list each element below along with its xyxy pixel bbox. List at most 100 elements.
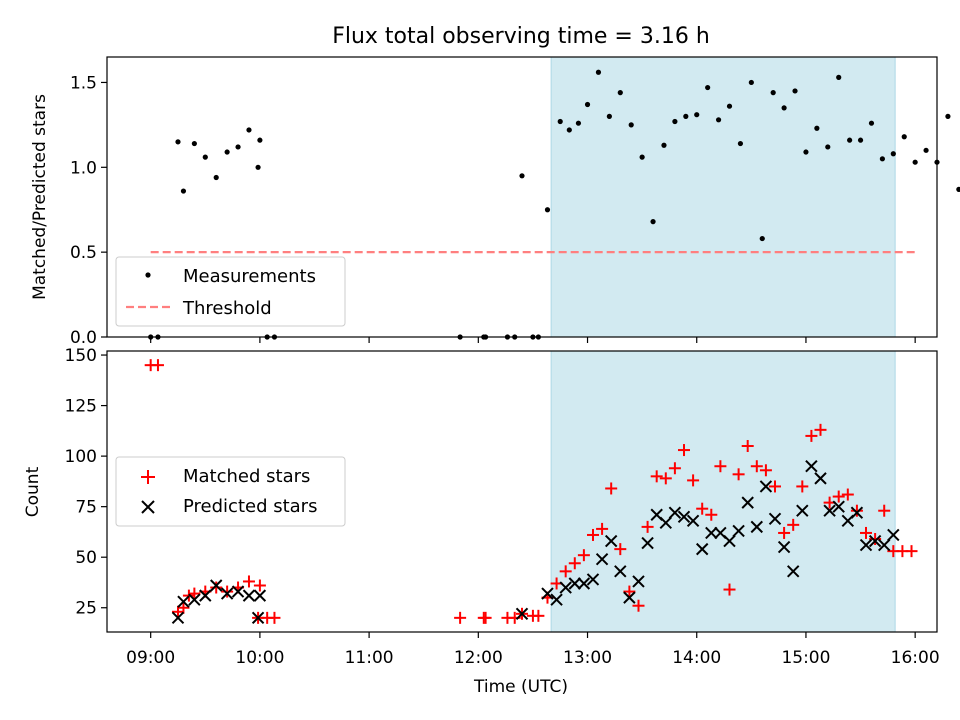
measurement-point	[584, 101, 591, 108]
chart-title: Flux total observing time = 3.16 h	[332, 24, 710, 49]
top-x-ticks	[150, 337, 916, 343]
measurement-point	[890, 151, 896, 157]
measurement-point	[175, 139, 181, 145]
measurement-point	[694, 112, 700, 118]
y-tick-label: 25	[75, 599, 97, 619]
measurement-point	[923, 147, 929, 153]
matched-star-point	[188, 587, 201, 600]
matched-star-point	[741, 440, 754, 453]
measurement-point	[792, 88, 798, 94]
legend-threshold-label: Threshold	[182, 298, 272, 319]
predicted-star-point	[859, 538, 873, 552]
matched-star-point	[905, 545, 918, 558]
measurement-point	[544, 207, 551, 213]
measurement-point	[180, 188, 187, 194]
predicted-star-point	[723, 534, 736, 548]
x-tick-label: 15:00	[781, 648, 830, 668]
predicted-star-point	[695, 542, 709, 556]
matched-star-point	[177, 601, 190, 614]
y-tick-label: 0.5	[70, 243, 97, 263]
measurement-point	[868, 120, 875, 126]
predicted-star-point	[814, 472, 827, 485]
predicted-star-point	[242, 589, 256, 602]
predicted-star-point	[177, 595, 190, 608]
predicted-star-point	[559, 581, 572, 594]
matched-star-point	[577, 549, 590, 562]
measurement-point	[759, 235, 765, 242]
top-marks	[148, 69, 960, 340]
measurement-point	[639, 154, 645, 160]
measurement-point	[857, 137, 864, 143]
matched-star-point	[596, 522, 609, 535]
predicted-star-point	[832, 500, 845, 513]
matched-star-point	[714, 460, 727, 473]
matched-star-point	[632, 599, 645, 612]
legend-measurements-marker	[145, 272, 151, 278]
measurement-point	[628, 122, 634, 128]
measurement-point	[956, 186, 960, 192]
measurement-point	[202, 154, 208, 160]
matched-star-point	[778, 526, 791, 539]
legend-predicted-marker	[141, 500, 155, 514]
x-tick-label: 12:00	[454, 648, 503, 668]
matched-star-point	[532, 609, 545, 622]
top-legend-box	[115, 256, 346, 327]
y-tick-label: 50	[75, 548, 97, 568]
x-tick-label: 13:00	[563, 648, 612, 668]
matched-star-point	[568, 557, 581, 570]
legend-predicted-label: Predicted stars	[183, 496, 317, 517]
matched-star-point	[860, 526, 873, 539]
predicted-star-point	[614, 565, 627, 578]
measurement-point	[814, 125, 820, 131]
measurement-point	[595, 69, 602, 75]
matched-star-point	[841, 488, 854, 501]
measurement-point	[836, 74, 842, 80]
matched-star-point	[268, 611, 281, 624]
top-legend: Measurements Threshold	[115, 256, 346, 327]
predicted-star-point	[850, 506, 864, 519]
matched-star-point	[805, 429, 818, 442]
matched-star-point	[769, 480, 782, 493]
predicted-star-point	[805, 460, 818, 473]
y-tick-label: 125	[65, 397, 97, 417]
measurement-point	[726, 103, 733, 109]
matched-star-point	[787, 518, 800, 531]
measurement-point	[901, 134, 907, 140]
predicted-star-point	[878, 538, 891, 552]
measurement-point	[519, 173, 525, 179]
predicted-star-point	[750, 520, 764, 534]
measurement-point	[255, 164, 261, 170]
matched-star-point	[796, 480, 809, 493]
predicted-star-point	[604, 534, 618, 548]
bottom-shaded-region	[550, 350, 896, 633]
matched-star-point	[687, 474, 700, 487]
measurement-point	[770, 90, 776, 96]
predicted-star-point	[515, 607, 529, 621]
matched-star-point	[559, 565, 572, 578]
predicted-star-point	[586, 573, 600, 586]
measurement-point	[650, 219, 656, 225]
matched-star-point	[850, 504, 863, 517]
predicted-star-point	[253, 589, 267, 602]
matched-star-point	[869, 533, 882, 546]
matched-star-point	[750, 460, 763, 473]
predicted-star-point	[251, 611, 265, 625]
measurement-point	[825, 144, 831, 150]
top-panel: 0.0 0.5 1.0 1.5 Matched/Predicted stars Mea…	[30, 56, 960, 348]
measurement-point	[781, 105, 787, 111]
matched-star-point	[182, 589, 195, 602]
predicted-star-point	[541, 587, 554, 600]
top-shaded-region	[550, 56, 896, 338]
matched-star-point	[659, 472, 672, 485]
predicted-star-point	[568, 577, 581, 590]
matched-star-point	[242, 575, 255, 588]
predicted-star-point	[768, 512, 782, 525]
bottom-marks	[144, 359, 918, 625]
matched-star-point	[614, 543, 627, 556]
measurement-point	[213, 174, 219, 181]
predicted-star-point	[632, 575, 645, 588]
bottom-y-ticks: 25 50 75 100 125 150	[65, 346, 107, 619]
measurement-point	[191, 140, 197, 147]
predicted-star-point	[759, 480, 773, 493]
bottom-panel: 25 50 75 100 125 150 09:00 10:00 11:00 12:00 13:0…	[23, 346, 940, 697]
